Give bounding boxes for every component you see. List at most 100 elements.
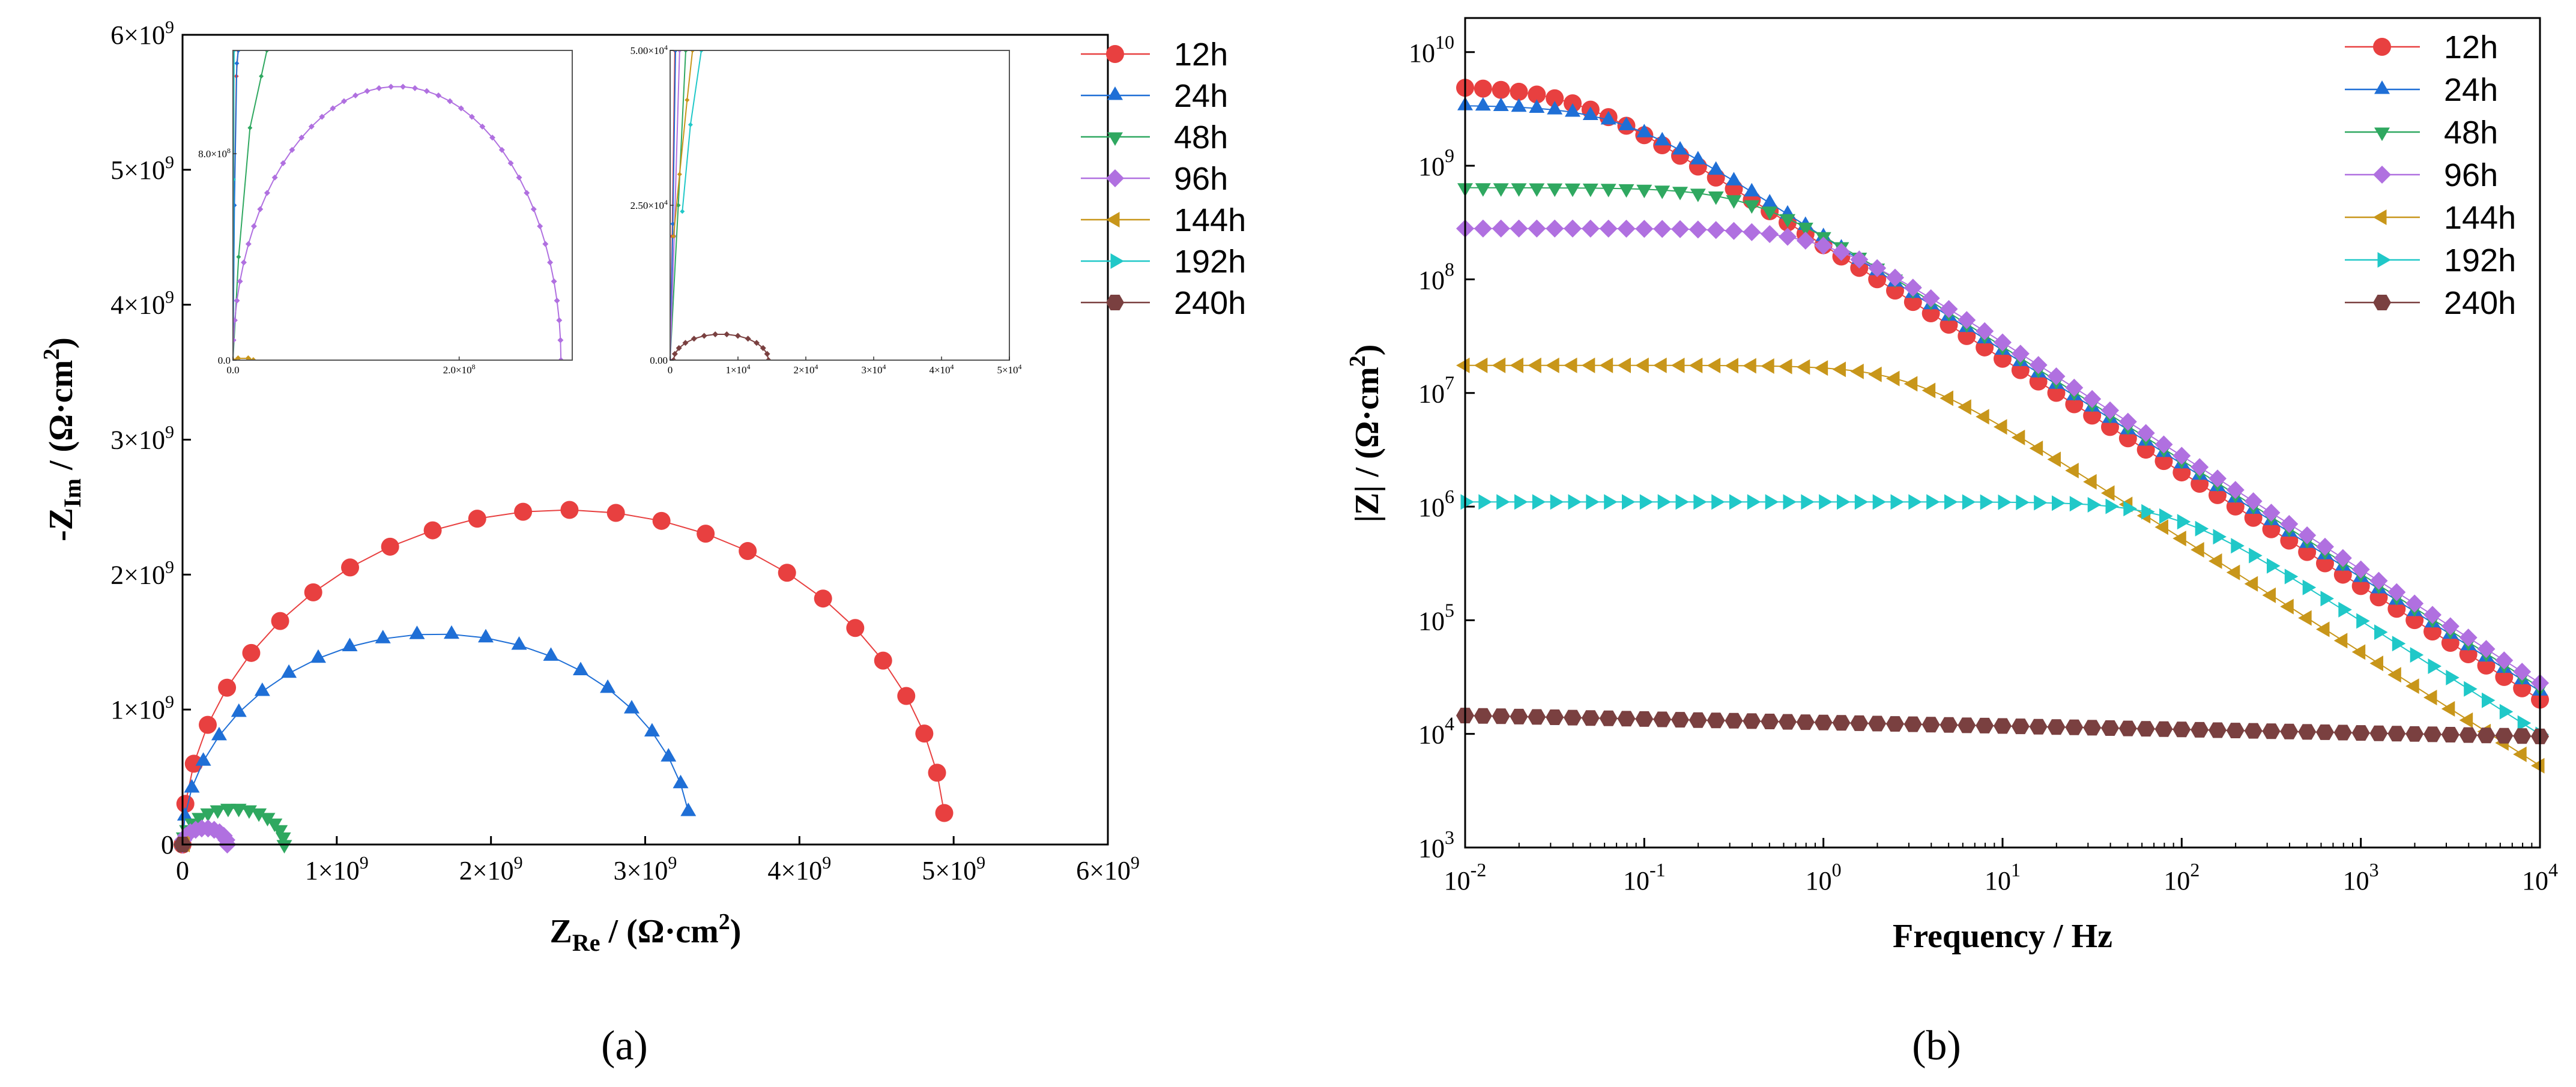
bode-legend-marker bbox=[2374, 127, 2390, 141]
bode-legend-label: 24h bbox=[2444, 72, 2498, 108]
inset-y-tick-base: 2.50×10 bbox=[630, 200, 664, 211]
inset-point-96h bbox=[280, 160, 286, 166]
inset-point-192h bbox=[680, 209, 685, 214]
bode-point-144h bbox=[1743, 358, 1756, 374]
bode-legend-marker bbox=[2377, 252, 2391, 268]
nyquist-point-48h bbox=[251, 808, 267, 822]
nyquist-y-tick-base: 6×10 bbox=[110, 20, 165, 50]
bode-point-96h bbox=[2172, 447, 2191, 465]
inset-x-tick-base: 3×10 bbox=[861, 364, 882, 376]
bode-point-240h bbox=[1617, 711, 1636, 727]
bode-point-96h bbox=[1510, 219, 1528, 238]
bode-point-192h bbox=[2213, 529, 2227, 545]
bode-point-144h bbox=[1528, 357, 1541, 373]
bode-legend-marker bbox=[2373, 209, 2387, 225]
bode-point-240h bbox=[2441, 727, 2460, 742]
bode-point-96h bbox=[1903, 279, 1922, 297]
bode-point-144h bbox=[1832, 361, 1846, 378]
bode-line-192h bbox=[1465, 501, 2541, 735]
bode-point-192h bbox=[2320, 591, 2334, 607]
bode-y-tick-label: 109 bbox=[1418, 145, 1454, 181]
bode-point-96h bbox=[1743, 223, 1761, 241]
bode-point-96h bbox=[2405, 594, 2424, 613]
nyquist-y-tick-base: 4×10 bbox=[110, 291, 165, 320]
bode-point-24h bbox=[1618, 116, 1634, 130]
inset-x-tick-base: 1×10 bbox=[725, 364, 746, 376]
bode-point-48h bbox=[1582, 183, 1598, 197]
inset-line-144h bbox=[233, 358, 254, 360]
bode-point-240h bbox=[2083, 720, 2102, 736]
bode-point-192h bbox=[2428, 658, 2441, 674]
nyquist-point-48h bbox=[276, 840, 292, 854]
inset-point-96h bbox=[479, 123, 486, 130]
bode-y-tick-exponent: 9 bbox=[1445, 145, 1454, 166]
nyquist-x-tick-base: 1×10 bbox=[305, 856, 360, 885]
inset-point-96h bbox=[423, 88, 430, 94]
bode-x-tick-base: 10 bbox=[1623, 866, 1649, 896]
inset-point-24h bbox=[234, 61, 240, 66]
bode-point-144h bbox=[2351, 644, 2366, 660]
nyquist-x-tick-exponent: 9 bbox=[668, 853, 677, 873]
inset-point-96h bbox=[542, 241, 549, 247]
bode-point-192h bbox=[2356, 613, 2370, 629]
bode-point-96h bbox=[1528, 219, 1546, 238]
inset-point-96h bbox=[435, 92, 442, 98]
bode-point-192h bbox=[2105, 498, 2119, 514]
bode-point-48h bbox=[1529, 183, 1545, 197]
bode-point-240h bbox=[1779, 714, 1797, 730]
bode-point-24h bbox=[1690, 151, 1706, 164]
bode-legend-entry-24h: 24h bbox=[2345, 72, 2498, 108]
inset-line-144h bbox=[673, 50, 694, 236]
nyquist-legend-marker bbox=[1107, 132, 1123, 146]
inset-point-96h bbox=[271, 174, 278, 181]
bode-x-tick-label: 101 bbox=[1985, 859, 2021, 896]
bode-point-240h bbox=[1743, 713, 1761, 729]
bode-point-96h bbox=[2495, 651, 2514, 670]
bode-point-240h bbox=[1510, 708, 1528, 724]
nyquist-point-12h bbox=[606, 504, 625, 522]
inset-y-tick-base: 5.00×10 bbox=[630, 45, 664, 56]
inset-point-144h bbox=[233, 357, 236, 360]
bode-point-192h bbox=[2177, 514, 2191, 530]
nyquist-y-tick-label: 1×109 bbox=[110, 692, 174, 724]
bode-point-144h bbox=[2047, 451, 2061, 468]
bode-x-tick-exponent: 4 bbox=[2548, 859, 2558, 881]
inset-line-96h bbox=[233, 86, 562, 360]
nyquist-y-tick-label: 6×109 bbox=[110, 17, 174, 50]
inset-point-240h bbox=[682, 340, 689, 346]
nyquist-point-12h bbox=[468, 510, 486, 528]
bode-point-96h bbox=[1940, 300, 1958, 318]
nyquist-point-12h bbox=[199, 715, 217, 734]
bode-point-144h bbox=[2065, 463, 2079, 478]
bode-point-240h bbox=[2136, 721, 2155, 737]
bode-point-48h bbox=[1654, 185, 1670, 199]
inset-x-tick-label: 5×104 bbox=[997, 363, 1021, 376]
bode-point-192h bbox=[1908, 494, 1922, 510]
panel-label-b: (b) bbox=[1912, 1023, 1961, 1069]
bode-point-24h bbox=[1654, 131, 1670, 146]
bode-series-144h bbox=[1456, 357, 2545, 774]
nyquist-y-axis-title: -ZIm / (Ω·cm2) bbox=[39, 337, 86, 541]
bode-y-tick-base: 10 bbox=[1418, 606, 1445, 636]
bode-point-96h bbox=[2441, 617, 2460, 636]
nyquist-point-24h bbox=[254, 682, 270, 696]
bode-point-144h bbox=[1886, 370, 1900, 387]
bode-point-24h bbox=[1511, 98, 1527, 112]
inset-point-96h bbox=[233, 317, 238, 324]
bode-point-96h bbox=[2513, 663, 2532, 681]
bode-point-240h bbox=[2369, 725, 2388, 741]
inset-point-48h bbox=[247, 125, 253, 130]
inset-point-96h bbox=[489, 134, 495, 141]
nyquist-point-24h bbox=[375, 630, 391, 643]
inset-x-tick-label: 3×104 bbox=[861, 363, 886, 376]
nyquist-x-tick-exponent: 9 bbox=[822, 853, 831, 873]
bode-point-240h bbox=[1850, 715, 1869, 731]
bode-point-192h bbox=[1604, 494, 1618, 510]
nyquist-point-12h bbox=[652, 511, 671, 530]
bode-point-144h bbox=[2459, 712, 2473, 728]
inset-point-144h bbox=[671, 233, 676, 239]
inset-point-96h bbox=[364, 88, 370, 94]
bode-point-144h bbox=[1456, 357, 1470, 373]
inset-x-tick-label: 2×104 bbox=[793, 363, 818, 376]
